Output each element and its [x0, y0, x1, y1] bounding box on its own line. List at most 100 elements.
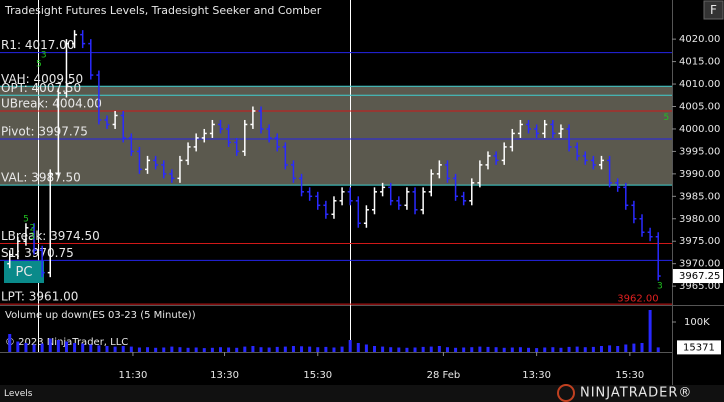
- volume-bar: [478, 346, 482, 352]
- volume-bar: [267, 347, 271, 352]
- tab[interactable]: Levels: [4, 389, 33, 399]
- volume-bar: [340, 346, 344, 352]
- signal: 3: [41, 50, 47, 60]
- menu-button-label[interactable]: F: [710, 3, 717, 17]
- level-label: VAL: 3987.50: [1, 171, 81, 185]
- volume-bar: [89, 344, 93, 352]
- volume-bar: [235, 347, 239, 352]
- x-tick-label: 28 Feb: [427, 370, 461, 381]
- volume-bar: [381, 346, 385, 352]
- volume-bar: [510, 347, 514, 352]
- volume-bar: [259, 347, 263, 352]
- volume-bar: [559, 347, 563, 352]
- menu-button[interactable]: [703, 0, 724, 20]
- y-tick-label: 3975.00: [679, 236, 720, 247]
- badge[interactable]: [4, 261, 44, 283]
- y-tick-label: 3970.00: [679, 259, 720, 270]
- badge-label[interactable]: PC: [16, 265, 33, 280]
- volume-bar: [291, 346, 295, 352]
- volume-bar: [502, 347, 506, 352]
- volume-bar: [332, 347, 336, 352]
- volume-bar: [389, 347, 393, 352]
- tab-bar: [0, 385, 724, 402]
- volume-bar: [421, 346, 425, 352]
- chart-title: Tradesight Futures Levels, Tradesight Se…: [4, 4, 322, 17]
- value-area: [0, 86, 672, 186]
- level-label: S1: 3970.75: [1, 246, 74, 260]
- volume-bar: [308, 346, 312, 352]
- volume-bar: [218, 347, 222, 352]
- volume-bar: [437, 346, 441, 352]
- signal: 5: [23, 214, 29, 224]
- volume-bar: [81, 343, 85, 352]
- level-label: R1: 4017.00: [1, 38, 74, 52]
- volume-bar: [624, 344, 628, 352]
- volume-bar: [551, 347, 555, 352]
- volume-bar: [210, 347, 214, 352]
- volume-bar: [40, 343, 44, 352]
- signal: 2: [30, 223, 36, 233]
- y-tick-label: 3995.00: [679, 146, 720, 157]
- volume-bar: [24, 343, 28, 352]
- x-tick-label: 13:30: [210, 370, 239, 381]
- signal: 3: [657, 282, 663, 292]
- volume-bar: [243, 346, 247, 352]
- volume-bar: [324, 346, 328, 352]
- volume-bar: [470, 347, 474, 352]
- volume-bar: [154, 347, 158, 352]
- y-tick-label: 4000.00: [679, 124, 720, 135]
- volume-bar: [445, 347, 449, 352]
- volume-bar: [608, 345, 612, 352]
- level-label: VAH: 4009.50: [1, 72, 83, 86]
- y-tick-label: 3985.00: [679, 191, 720, 202]
- signal: 3: [30, 232, 36, 242]
- last-price: 3967.25: [679, 271, 720, 282]
- y-tick-label: 3980.00: [679, 214, 720, 225]
- level-label: LPT: 3961.00: [1, 290, 78, 304]
- volume-bar: [48, 338, 52, 352]
- last-volume-box: [677, 340, 721, 355]
- volume-bar: [300, 346, 304, 352]
- logo-icon: [557, 384, 575, 402]
- volume-bar: [494, 347, 498, 352]
- volume-bar: [8, 334, 12, 352]
- volume-bar: [202, 348, 206, 352]
- volume-bar: [356, 343, 360, 352]
- volume-bar: [16, 341, 20, 352]
- x-tick-label: 15:30: [303, 370, 332, 381]
- volume-title: Volume up down(ES 03-23 (5 Minute)): [5, 310, 196, 321]
- volume-bar: [348, 340, 352, 352]
- volume-bar: [373, 346, 377, 352]
- x-tick-label: 11:30: [119, 370, 148, 381]
- volume-bar: [583, 347, 587, 352]
- logo: NINJATRADER®: [580, 386, 692, 401]
- volume-bar: [251, 346, 255, 352]
- volume-bar: [178, 347, 182, 352]
- volume-bar: [656, 347, 660, 352]
- volume-bar: [137, 347, 141, 352]
- volume-bar: [73, 343, 77, 352]
- volume-bar: [275, 346, 279, 352]
- signal: 5: [663, 113, 669, 123]
- volume-bar: [648, 310, 652, 352]
- y-tick-label: 3965.00: [679, 281, 720, 292]
- volume-bar: [454, 347, 458, 352]
- level-label: UBreak: 4004.00: [1, 96, 102, 110]
- last-price-box: [673, 269, 723, 284]
- volume-bar: [316, 347, 320, 352]
- y-tick-label: 4005.00: [679, 101, 720, 112]
- y-tick-label: 3990.00: [679, 169, 720, 180]
- volume-bar: [121, 346, 125, 352]
- volume-bar: [567, 346, 571, 352]
- volume-bar: [591, 346, 595, 352]
- y-tick-label: 4010.00: [679, 79, 720, 90]
- volume-bar: [186, 347, 190, 352]
- volume-bar: [527, 347, 531, 352]
- volume-bar: [56, 340, 60, 352]
- volume-bar: [364, 344, 368, 352]
- x-tick-label: 15:30: [615, 370, 644, 381]
- volume-bar: [486, 346, 490, 352]
- volume-bar: [113, 346, 117, 352]
